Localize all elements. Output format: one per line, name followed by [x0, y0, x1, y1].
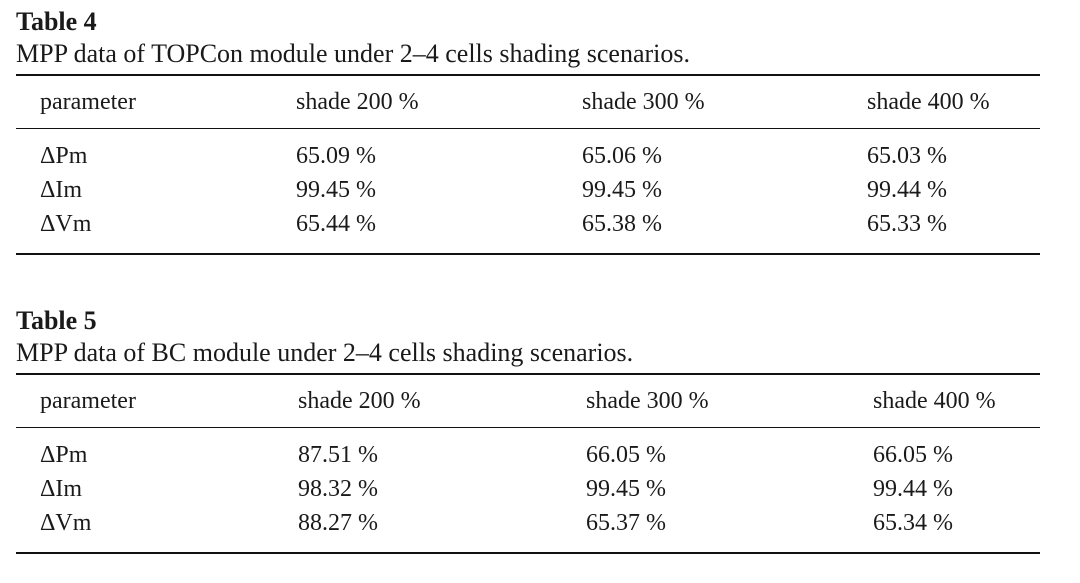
row-label: ΔVm [40, 510, 92, 536]
table-cell: 99.45 % [586, 476, 666, 502]
table-4: Table 4 MPP data of TOPCon module under … [16, 6, 1040, 255]
row-label: ΔIm [40, 476, 83, 502]
bottom-rule [16, 253, 1040, 255]
table-cell: 65.44 % [296, 211, 376, 237]
top-rule [16, 373, 1040, 375]
table-row: ΔVm 65.44 % 65.38 % 65.33 % [16, 207, 1040, 241]
table-label: Table 4 [16, 7, 97, 36]
table-header-row: parameter shade 200 % shade 300 % shade … [16, 76, 1040, 128]
table-caption: MPP data of TOPCon module under 2–4 cell… [16, 39, 691, 68]
table-cell: 65.38 % [582, 211, 662, 237]
column-header: parameter [40, 89, 136, 115]
table-cell: 65.03 % [867, 143, 947, 169]
header-rule [16, 427, 1040, 428]
column-header: parameter [40, 388, 136, 414]
column-header: shade 200 % [296, 89, 419, 115]
table-cell: 65.06 % [582, 143, 662, 169]
column-header: shade 300 % [586, 388, 709, 414]
table-cell: 98.32 % [298, 476, 378, 502]
column-header: shade 400 % [873, 388, 996, 414]
table-5: Table 5 MPP data of BC module under 2–4 … [16, 305, 1040, 554]
table-cell: 99.45 % [582, 177, 662, 203]
row-label: ΔVm [40, 211, 92, 237]
bottom-rule [16, 552, 1040, 554]
table-cell: 99.44 % [867, 177, 947, 203]
row-label: ΔIm [40, 177, 83, 203]
table-cell: 65.37 % [586, 510, 666, 536]
row-label: ΔPm [40, 442, 88, 468]
row-label: ΔPm [40, 143, 88, 169]
table-label: Table 5 [16, 306, 97, 335]
top-rule [16, 74, 1040, 76]
column-header: shade 400 % [867, 89, 990, 115]
column-header: shade 300 % [582, 89, 705, 115]
table-row: ΔVm 88.27 % 65.37 % 65.34 % [16, 506, 1040, 540]
table-cell: 66.05 % [873, 442, 953, 468]
table-cell: 65.09 % [296, 143, 376, 169]
table-header-row: parameter shade 200 % shade 300 % shade … [16, 375, 1040, 427]
table-row: ΔPm 87.51 % 66.05 % 66.05 % [16, 438, 1040, 472]
table-row: ΔIm 98.32 % 99.45 % 99.44 % [16, 472, 1040, 506]
table-cell: 99.44 % [873, 476, 953, 502]
table-cell: 87.51 % [298, 442, 378, 468]
table-cell: 65.33 % [867, 211, 947, 237]
table-cell: 66.05 % [586, 442, 666, 468]
table-cell: 65.34 % [873, 510, 953, 536]
table-cell: 88.27 % [298, 510, 378, 536]
header-rule [16, 128, 1040, 129]
table-caption: MPP data of BC module under 2–4 cells sh… [16, 338, 634, 367]
table-row: ΔPm 65.09 % 65.06 % 65.03 % [16, 139, 1040, 173]
table-row: ΔIm 99.45 % 99.45 % 99.44 % [16, 173, 1040, 207]
table-cell: 99.45 % [296, 177, 376, 203]
column-header: shade 200 % [298, 388, 421, 414]
